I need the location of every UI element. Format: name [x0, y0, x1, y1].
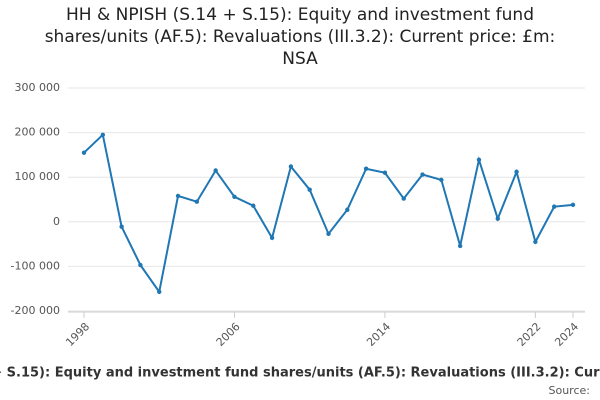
- chart-title: HH & NPISH (S.14 + S.15): Equity and inv…: [44, 5, 556, 69]
- point: [251, 203, 256, 208]
- point: [533, 239, 538, 245]
- source: Source:: [549, 384, 591, 397]
- point: [401, 196, 406, 201]
- y-tick-label: 0: [53, 215, 60, 228]
- y-tick-label: 100 000: [15, 170, 61, 183]
- point: [81, 150, 87, 155]
- point: [439, 177, 444, 183]
- point: [288, 164, 294, 169]
- point: [269, 235, 275, 241]
- x-tick-label: 2024: [552, 320, 581, 349]
- point: [175, 193, 181, 199]
- x-axis-label: HH & NPISH (S.14 + S.15): Equity and inv…: [0, 366, 600, 381]
- point: [570, 202, 576, 208]
- point: [420, 172, 425, 177]
- x-tick-label: 2006: [214, 320, 243, 349]
- point: [476, 157, 482, 163]
- point: [363, 166, 369, 171]
- y-tick-label: -200 000: [11, 304, 60, 317]
- point: [551, 204, 557, 209]
- y-tick-label: -100 000: [11, 259, 60, 272]
- point: [345, 207, 350, 212]
- point: [495, 216, 500, 221]
- point: [326, 231, 331, 237]
- point: [514, 169, 519, 175]
- x-tick-label: 2014: [364, 320, 393, 349]
- y-tick-label: 200 000: [15, 126, 61, 139]
- x-tick-label: 1998: [63, 320, 92, 349]
- point: [382, 170, 388, 175]
- point: [213, 168, 218, 173]
- point: [119, 224, 124, 229]
- point: [157, 289, 162, 295]
- point: [457, 243, 463, 249]
- series-line: [83, 132, 574, 295]
- point: [194, 199, 200, 204]
- y-tick-label: 300 000: [15, 81, 61, 94]
- x-tick-label: 2022: [515, 320, 544, 349]
- point: [232, 194, 237, 200]
- point: [100, 132, 106, 138]
- point: [307, 187, 312, 192]
- point: [138, 262, 143, 268]
